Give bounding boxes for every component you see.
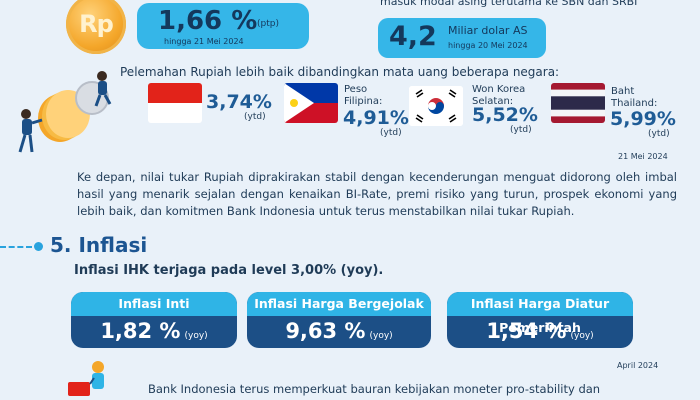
indonesia-flag-icon <box>148 83 202 123</box>
won-korea-unit: (ytd) <box>510 125 532 135</box>
baht-thailand-unit: (ytd) <box>648 129 670 139</box>
thailand-flag-icon <box>551 83 605 123</box>
coin-symbol: Rp <box>79 10 114 38</box>
core-inflation-value: 1,82 % <box>100 319 181 343</box>
rupiah-coin-icon: Rp <box>66 0 126 54</box>
inflation-section-title: 5. Inflasi <box>50 233 148 257</box>
rupiah-change-date: hingga 21 Mei 2024 <box>164 37 244 46</box>
peso-filipina-label: Peso Filipina: <box>344 84 383 107</box>
capital-inflow-value: 4,2 <box>389 21 437 52</box>
peso-filipina-value: 4,91% <box>343 107 409 129</box>
inflation-date: April 2024 <box>617 361 659 370</box>
rupiah-change-badge: 1,66 % (ptp) hingga 21 Mei 2024 <box>137 3 309 49</box>
won-korea-label: Won Korea Selatan: <box>472 84 526 107</box>
south-korea-flag-icon <box>409 86 463 126</box>
administered-price-inflation-card: Inflasi Harga Diatur Pemerintah 1,54 % (y… <box>447 292 633 348</box>
core-inflation-card: Inflasi Inti 1,82 % (yoy) <box>71 292 237 348</box>
won-korea-value: 5,52% <box>472 104 538 126</box>
volatile-food-inflation-label: Inflasi Harga Bergejolak <box>247 292 431 316</box>
section-divider <box>0 246 32 248</box>
volatile-food-inflation-value-row: 9,63 % (yoy) <box>247 319 431 343</box>
volatile-food-inflation-card: Inflasi Harga Bergejolak 9,63 % (yoy) <box>247 292 431 348</box>
section-bullet-dot <box>34 242 43 251</box>
rupiah-change-value: 1,66 % <box>158 6 258 36</box>
administered-price-inflation-value: 1,54 % <box>486 319 567 343</box>
philippines-flag-icon <box>284 83 338 123</box>
volatile-food-inflation-unit: (yoy) <box>369 331 393 341</box>
bottom-policy-text: Bank Indonesia terus memperkuat bauran k… <box>148 382 601 396</box>
volatile-food-inflation-value: 9,63 % <box>285 319 366 343</box>
currency-outlook-paragraph: Ke depan, nilai tukar Rupiah diprakiraka… <box>77 170 677 218</box>
currency-date: 21 Mei 2024 <box>618 152 668 161</box>
capital-inflow-badge: 4,2 Miliar dolar AS hingga 20 Mei 2024 <box>378 18 546 58</box>
baht-thailand-value: 5,99% <box>610 108 676 130</box>
inflation-subtitle: Inflasi IHK terjaga pada level 3,00% (yo… <box>74 263 384 278</box>
capital-inflow-label: Miliar dolar AS <box>448 24 528 37</box>
peso-filipina-unit: (ytd) <box>380 128 402 138</box>
rupiah-depreciation-value: 3,74% <box>206 91 272 113</box>
coins-illustration-icon <box>18 71 112 153</box>
administered-price-inflation-value-row: 1,54 % (yoy) <box>447 319 633 343</box>
core-inflation-unit: (yoy) <box>184 331 208 341</box>
capital-inflow-date: hingga 20 Mei 2024 <box>448 41 528 50</box>
rupiah-change-unit: (ptp) <box>257 19 279 29</box>
baht-thailand-label: Baht Thailand: <box>611 86 658 109</box>
currency-intro-text: Pelemahan Rupiah lebih baik dibandingkan… <box>120 65 560 79</box>
capital-inflow-description: masuk modal asing terutama ke SBN dan SR… <box>380 0 638 8</box>
core-inflation-label: Inflasi Inti <box>71 292 237 316</box>
administered-price-inflation-label: Inflasi Harga Diatur Pemerintah <box>447 292 633 335</box>
rupiah-depreciation-unit: (ytd) <box>244 112 266 122</box>
shopping-person-illustration-icon <box>68 361 104 396</box>
core-inflation-value-row: 1,82 % (yoy) <box>71 319 237 343</box>
administered-price-inflation-unit: (yoy) <box>570 331 594 341</box>
